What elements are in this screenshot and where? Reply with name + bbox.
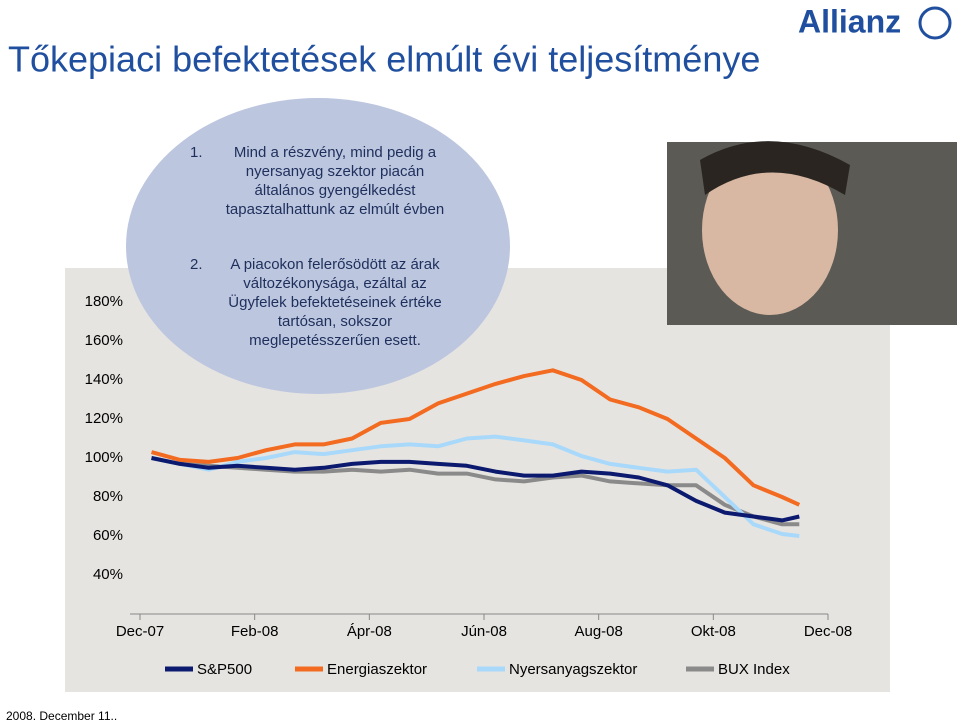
callout-bubble — [126, 98, 510, 394]
y-tick-label: 140% — [85, 371, 123, 388]
footer-date: 2008. December 11.. — [6, 709, 117, 723]
y-tick-label: 180% — [85, 293, 123, 310]
title: Tőkepiaci befektetések elmúlt évi teljes… — [8, 39, 760, 80]
legend-label: BUX Index — [718, 661, 790, 678]
y-tick-label: 60% — [93, 527, 123, 544]
note-text: Mind a részvény, mind pedig a nyersanyag… — [225, 144, 445, 218]
y-tick-label: 40% — [93, 566, 123, 583]
logo: Allianz — [798, 3, 901, 39]
series-line — [151, 456, 800, 523]
note-text: A piacokon felerősödött az árak változék… — [228, 256, 442, 349]
legend-label: Energiaszektor — [327, 661, 427, 678]
y-tick-label: 160% — [85, 332, 123, 349]
y-tick-label: 80% — [93, 488, 123, 505]
photo-hair — [700, 141, 850, 195]
series-line — [151, 434, 800, 538]
logo-icon — [918, 6, 952, 40]
y-tick-label: 100% — [85, 449, 123, 466]
series-line — [150, 368, 801, 507]
x-tick-label: Aug-08 — [574, 623, 622, 640]
x-tick-label: Okt-08 — [691, 623, 736, 640]
x-tick-label: Jún-08 — [461, 623, 507, 640]
note-number: 2. — [190, 256, 203, 273]
note-number: 1. — [190, 144, 203, 161]
legend-label: S&P500 — [197, 661, 252, 678]
y-tick-label: 120% — [85, 410, 123, 427]
x-tick-label: Ápr-08 — [347, 623, 392, 640]
note-1: 1. Mind a részvény, mind pedig a nyersan… — [185, 143, 455, 219]
photo-face — [702, 145, 838, 315]
legend-label: Nyersanyagszektor — [509, 661, 637, 678]
x-tick-label: Dec-08 — [804, 623, 852, 640]
note-2: 2. A piacokon felerősödött az árak válto… — [185, 255, 455, 350]
x-tick-label: Feb-08 — [231, 623, 279, 640]
x-tick-label: Dec-07 — [116, 623, 164, 640]
